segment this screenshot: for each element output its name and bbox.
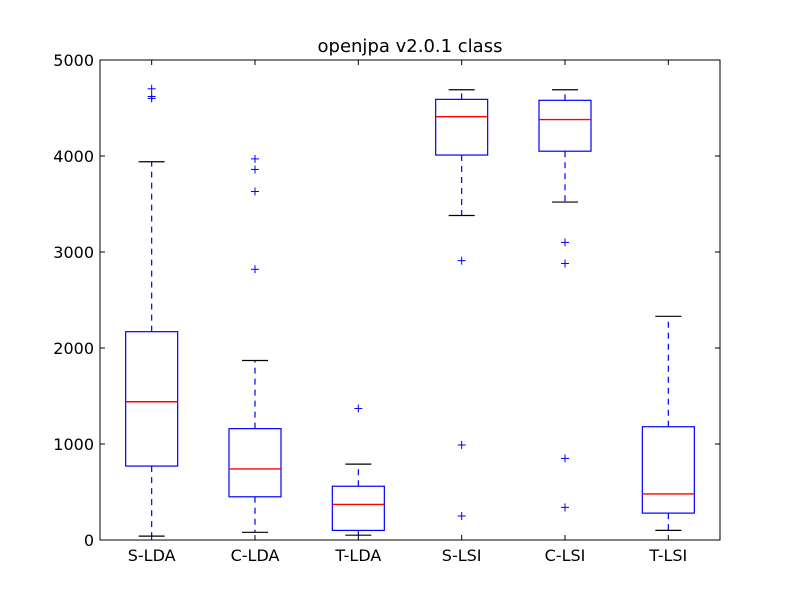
x-tick-label: S-LDA	[128, 546, 176, 565]
outlier-marker	[561, 238, 569, 247]
axes-frame	[99, 59, 721, 541]
outlier-marker	[561, 503, 569, 512]
outlier-marker	[251, 165, 259, 174]
x-tick-label: T-LDA	[334, 546, 381, 565]
y-tick-label: 1000	[53, 435, 94, 454]
y-tick-label: 0	[84, 531, 94, 550]
box-iqr	[538, 99, 592, 152]
outlier-marker	[457, 440, 466, 449]
outlier-marker	[561, 259, 569, 268]
outlier-marker	[251, 187, 259, 196]
outlier-marker	[354, 404, 363, 413]
box-iqr	[435, 98, 489, 156]
outlier-marker	[457, 512, 466, 520]
outlier-marker	[147, 84, 156, 93]
y-tick-label: 3000	[53, 243, 94, 262]
box-iqr	[331, 485, 385, 531]
outlier-marker	[457, 256, 466, 265]
box-iqr	[641, 426, 695, 514]
chart-title: openjpa v2.0.1 class	[318, 36, 503, 57]
outlier-marker	[561, 454, 569, 463]
y-tick-label: 4000	[53, 147, 94, 166]
y-tick-label: 5000	[53, 51, 94, 70]
x-tick-label: S-LSI	[442, 546, 482, 565]
outlier-marker	[147, 92, 156, 101]
outlier-marker	[251, 154, 259, 163]
box-iqr	[125, 331, 179, 467]
y-tick-label: 2000	[53, 339, 94, 358]
x-tick-label: T-LSI	[648, 546, 687, 565]
outlier-marker	[251, 265, 259, 274]
x-tick-label: C-LSI	[545, 546, 586, 565]
box-iqr	[228, 428, 282, 498]
x-tick-label: C-LDA	[231, 546, 280, 565]
plot-area: 0 1000 2000 3000 4000 5000 S-LDA C-LDA T-LDA S-LS…	[53, 51, 720, 565]
